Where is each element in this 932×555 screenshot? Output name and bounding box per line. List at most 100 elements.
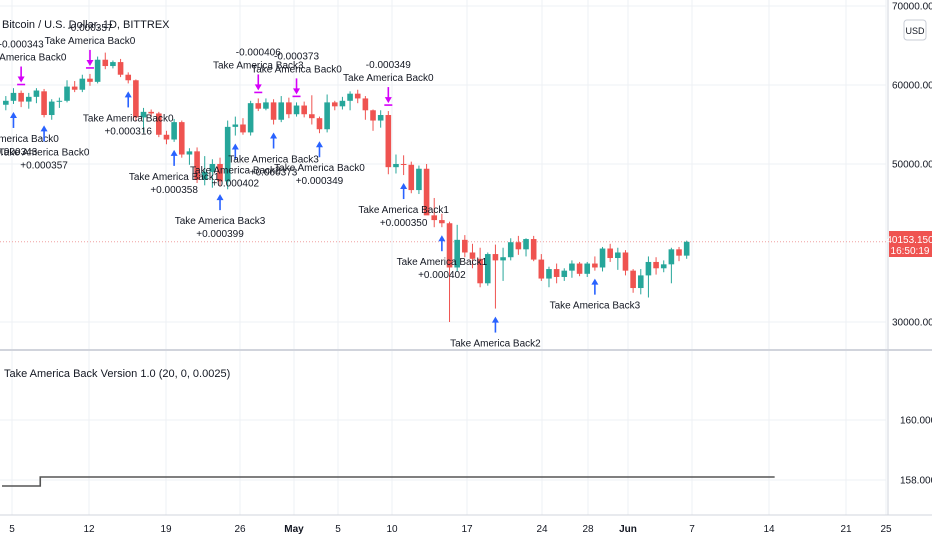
buy-arrow-head-icon bbox=[40, 125, 48, 132]
candle bbox=[500, 247, 506, 281]
candle-body bbox=[163, 134, 170, 140]
candles bbox=[3, 52, 690, 322]
buy-signal-value: +0.000343 bbox=[0, 147, 38, 158]
buy-signal-label: Take America Back3 bbox=[228, 155, 319, 166]
time-tick-label: 14 bbox=[763, 524, 775, 535]
currency-button[interactable]: USD bbox=[903, 19, 927, 41]
candle-body bbox=[584, 263, 591, 274]
candle-body bbox=[64, 86, 70, 101]
candle-body bbox=[10, 92, 17, 101]
candle-body bbox=[18, 92, 24, 102]
buy-signal-label: Take America Back0 bbox=[274, 163, 365, 174]
candle bbox=[94, 56, 101, 84]
candle bbox=[523, 238, 529, 257]
candle bbox=[439, 213, 445, 228]
time-tick-label: 10 bbox=[386, 524, 398, 535]
candle-body bbox=[324, 102, 330, 130]
candle bbox=[117, 58, 124, 78]
candle bbox=[484, 252, 491, 286]
candle-body bbox=[186, 151, 193, 155]
candle bbox=[286, 97, 292, 119]
buy-signal: Take America Back0 +0.000357 bbox=[0, 125, 90, 171]
buy-signal-value: +0.000316 bbox=[104, 126, 152, 137]
indicator-tick-label: 158.000 bbox=[900, 476, 932, 487]
candle-body bbox=[645, 261, 652, 276]
candle bbox=[653, 257, 659, 275]
candle bbox=[393, 154, 399, 174]
candle-body bbox=[416, 168, 422, 191]
candle bbox=[133, 79, 139, 122]
candle bbox=[33, 88, 40, 104]
candle bbox=[263, 98, 269, 111]
buy-arrow-head-icon bbox=[270, 132, 278, 139]
buy-signal: Take America Back0 +0.000343 bbox=[0, 111, 59, 158]
candle-body bbox=[48, 101, 55, 116]
buy-signal-label: Take America Back2 bbox=[190, 166, 281, 177]
sell-signal-label: Take America Back0 bbox=[0, 53, 67, 64]
candle-body bbox=[462, 239, 468, 253]
candle-body bbox=[653, 261, 659, 269]
sell-signal-label: Take America Back3 bbox=[213, 60, 304, 71]
candle-body bbox=[615, 252, 621, 259]
buy-signal: Take America Back3 bbox=[550, 278, 641, 312]
time-axis[interactable]: 5 12 19 26 May 5 10 17 24 28 Jun 7 14 21 25 bbox=[9, 524, 892, 535]
candle bbox=[622, 250, 629, 276]
candle bbox=[354, 89, 361, 104]
candle bbox=[446, 221, 453, 322]
candle bbox=[683, 240, 690, 259]
candle-body bbox=[270, 102, 277, 120]
buy-signal-label: Take America Back2 bbox=[450, 339, 541, 350]
candle-body bbox=[676, 249, 682, 256]
indicator-title[interactable]: Take America Back Version 1.0 (20, 0, 0.… bbox=[4, 368, 230, 380]
time-tick-label: 12 bbox=[83, 524, 95, 535]
time-tick-label: 5 bbox=[9, 524, 15, 535]
candle bbox=[79, 74, 86, 93]
candle-body bbox=[400, 164, 407, 165]
candle-body bbox=[431, 215, 438, 221]
candle bbox=[240, 118, 246, 135]
pane-separator[interactable] bbox=[0, 349, 932, 351]
candle-body bbox=[385, 115, 392, 168]
sell-signal-label: Take America Back0 bbox=[251, 64, 342, 75]
candle bbox=[377, 110, 384, 128]
buy-signal-label: Take America Back1 bbox=[397, 257, 488, 268]
candle-body bbox=[278, 102, 285, 120]
sell-signal: -0.000373 Take America Back0 bbox=[251, 51, 342, 98]
candle-body bbox=[33, 90, 40, 97]
sell-signal-value: -0.000343 bbox=[0, 40, 44, 51]
candle bbox=[454, 224, 460, 272]
candle bbox=[71, 81, 78, 93]
candle bbox=[278, 96, 285, 123]
candle-body bbox=[217, 164, 223, 182]
candle-body bbox=[423, 168, 430, 216]
candle bbox=[599, 246, 606, 272]
candle-body bbox=[354, 93, 361, 99]
candle bbox=[592, 256, 598, 271]
candle-body bbox=[683, 241, 690, 256]
time-tick-label: May bbox=[284, 524, 304, 535]
candle bbox=[538, 254, 545, 281]
sell-signal-value: -0.000349 bbox=[366, 60, 411, 71]
sell-signal-value: -0.000373 bbox=[274, 51, 319, 62]
candle-body bbox=[232, 124, 239, 127]
grid-layer bbox=[0, 0, 887, 515]
price-axis[interactable]: 70000.000 60000.000 50000.000 30000.000 160.… bbox=[892, 2, 932, 487]
candle bbox=[530, 235, 537, 262]
candle-body bbox=[133, 80, 139, 118]
candle-body bbox=[515, 242, 522, 250]
symbol-title[interactable]: Bitcoin / U.S. Dollar, 1D, BITTREX bbox=[2, 19, 170, 31]
currency-button-label: USD bbox=[905, 26, 925, 36]
time-tick-label: 25 bbox=[880, 524, 892, 535]
time-tick-label: 7 bbox=[689, 524, 695, 535]
candle bbox=[507, 238, 514, 261]
candle bbox=[385, 111, 392, 175]
buy-signal: Take America Back2 bbox=[450, 316, 541, 350]
candle-body bbox=[660, 264, 667, 269]
candle-body bbox=[477, 258, 483, 284]
last-price-value: 40153.150 bbox=[886, 235, 932, 246]
candle-body bbox=[622, 252, 629, 271]
candle bbox=[301, 101, 307, 118]
